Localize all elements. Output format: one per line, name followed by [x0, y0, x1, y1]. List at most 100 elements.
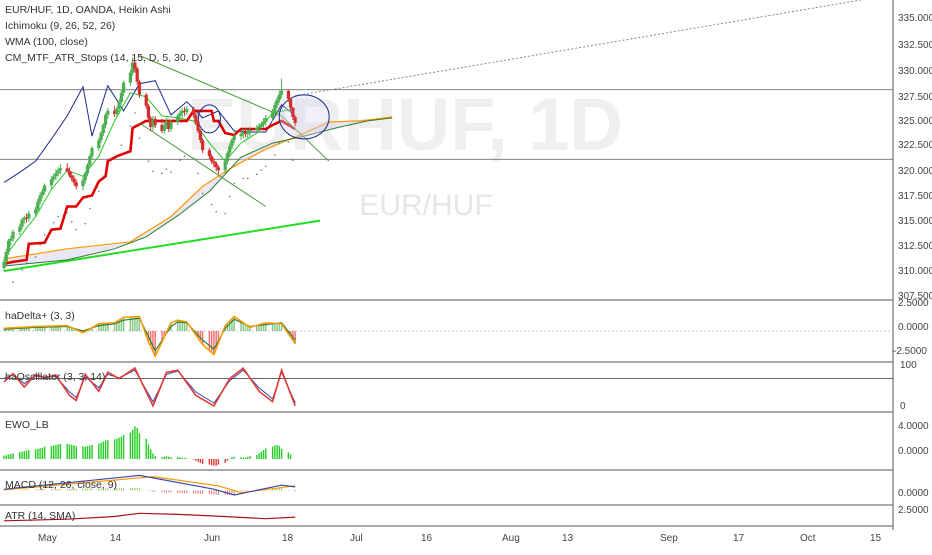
atr-stop-dot: [39, 244, 41, 246]
candle-body: [40, 191, 44, 196]
candle-body: [101, 124, 105, 134]
atr-stop-dot: [12, 281, 14, 283]
candle-body: [207, 150, 211, 157]
candle-body: [164, 120, 169, 125]
atr-tick: 2.5000: [898, 505, 929, 516]
candle-body: [52, 176, 56, 180]
candle-body: [65, 168, 69, 172]
candle-body: [216, 167, 221, 171]
candle-body: [67, 171, 72, 176]
candle-body: [49, 179, 53, 186]
time-tick: 15: [870, 533, 882, 544]
haosc-tick: 100: [900, 360, 917, 371]
atr-stop-dot: [70, 220, 73, 223]
time-tick: 16: [421, 533, 433, 544]
candle-body: [257, 125, 261, 128]
candle-body: [169, 121, 173, 130]
candle-body: [167, 120, 171, 130]
time-tick: 17: [733, 533, 745, 544]
candle-body: [146, 105, 151, 118]
candle-body: [201, 140, 205, 151]
time-tick: Jun: [204, 533, 221, 544]
atr-stop-dot: [170, 171, 172, 174]
candle-body: [149, 117, 153, 127]
candle-body: [131, 62, 135, 73]
candle-body: [230, 140, 234, 147]
ewo-tick: 0.0000: [898, 446, 929, 457]
macd-line: [3, 474, 296, 496]
candle-body: [122, 82, 126, 93]
senkou-b-line: [3, 116, 393, 260]
atr-stop-dot: [34, 256, 37, 258]
haosc-tick: 0: [900, 401, 906, 412]
candle-body: [135, 68, 139, 82]
time-tick: May: [38, 533, 57, 544]
projection-line: [295, 0, 862, 97]
atr-stop-dot: [84, 222, 87, 225]
candle-body: [261, 121, 266, 124]
price-tick: 330.000: [898, 66, 932, 77]
indicator-atr-stops: CM_MTF_ATR_Stops (14, 15, D, 5, 30, D): [5, 52, 203, 64]
pane-label-hadelta: haDelta+ (3, 3): [5, 310, 75, 322]
pane-label-atr: ATR (14, SMA): [5, 510, 76, 522]
candle-body: [112, 110, 117, 114]
atr-stop-dot: [52, 221, 55, 224]
hadelta-fast-line: [3, 315, 296, 359]
candle-body: [128, 72, 132, 83]
atr-stop-dot: [274, 154, 276, 156]
ewo-tick: 4.0000: [898, 421, 929, 432]
candle-body: [280, 90, 284, 95]
candle-body: [18, 226, 22, 232]
pane-label-ewo: EWO_LB: [5, 419, 49, 431]
candle-body: [273, 104, 277, 112]
watermark-small: EUR/HUF: [359, 189, 492, 222]
atr-stop-dot: [228, 195, 231, 198]
candle-body: [81, 180, 85, 187]
atr-stop-dot: [161, 172, 163, 175]
atr-stop-dot: [192, 157, 195, 160]
candle-body: [243, 132, 248, 135]
atr-stop-dot: [43, 233, 46, 236]
candle-body: [289, 98, 293, 108]
price-tick: 320.000: [898, 166, 932, 177]
time-tick: Sep: [660, 533, 678, 544]
price-tick: 310.000: [898, 266, 932, 277]
trendline: [3, 219, 321, 272]
atr-stop-dot: [138, 137, 141, 139]
candle-body: [24, 217, 29, 219]
atr-stop-dot: [197, 172, 199, 175]
candle-body: [232, 136, 236, 141]
hadelta-tick: 0.0000: [898, 322, 929, 333]
atr-stop-dot: [265, 165, 267, 168]
time-tick: Jul: [350, 533, 363, 544]
candle-body: [20, 219, 24, 227]
candle-body: [58, 168, 63, 171]
atr-stop-dot: [21, 269, 23, 271]
atr-stop-dot: [246, 177, 249, 180]
atr-stop-dot: [215, 210, 217, 213]
atr-stop-dot: [233, 182, 236, 185]
candle-body: [11, 231, 15, 239]
price-tick: 332.500: [898, 40, 932, 51]
candle-body: [191, 108, 196, 115]
atr-stop-dot: [75, 228, 78, 231]
hadelta-tick: -2.5000: [893, 346, 927, 357]
atr-stop-dot: [292, 159, 294, 162]
atr-stop-dot: [134, 112, 136, 114]
pane-label-haosc: haOscillator (3, 3, 14): [5, 371, 106, 383]
candle-body: [36, 201, 40, 210]
indicator-wma: WMA (100, close): [5, 36, 88, 48]
highlight-ellipse: [278, 94, 330, 140]
candle-body: [275, 99, 279, 105]
candle-body: [270, 111, 275, 118]
candle-body: [2, 261, 6, 268]
candle-body: [106, 110, 110, 115]
candle-body: [293, 116, 297, 123]
candle-body: [43, 185, 47, 192]
pane-label-macd: MACD (12, 26, close, 9): [5, 479, 118, 491]
candle-body: [277, 94, 281, 100]
time-tick: 18: [282, 533, 294, 544]
indicator-ichimoku: Ichimoku (9, 26, 52, 26): [5, 20, 116, 32]
